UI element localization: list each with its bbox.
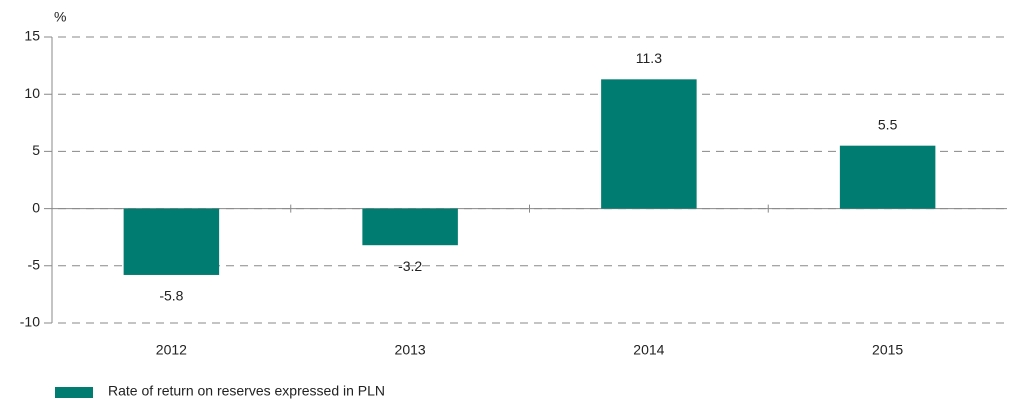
legend-swatch <box>55 387 93 398</box>
y-tick-label: -5 <box>28 257 41 273</box>
bar <box>839 145 936 209</box>
y-tick-label: 5 <box>32 142 40 158</box>
data-label: 5.5 <box>878 116 898 132</box>
data-label: 11.3 <box>636 50 662 66</box>
data-label: -3.2 <box>398 258 422 274</box>
y-tick-label: 10 <box>24 85 40 101</box>
y-tick-label: -10 <box>20 314 40 330</box>
y-unit: % <box>54 9 66 25</box>
bar <box>601 79 697 209</box>
x-tick-label: 2013 <box>395 342 426 358</box>
x-tick-label: 2012 <box>156 342 187 358</box>
data-label: -5.8 <box>159 288 183 304</box>
bar <box>362 208 458 246</box>
y-tick-label: 0 <box>32 199 40 215</box>
x-tick-label: 2014 <box>633 342 664 358</box>
y-tick-label: 15 <box>24 28 40 44</box>
legend-label: Rate of return on reserves expressed in … <box>108 383 385 399</box>
bar <box>123 208 220 275</box>
x-tick-label: 2015 <box>872 342 903 358</box>
